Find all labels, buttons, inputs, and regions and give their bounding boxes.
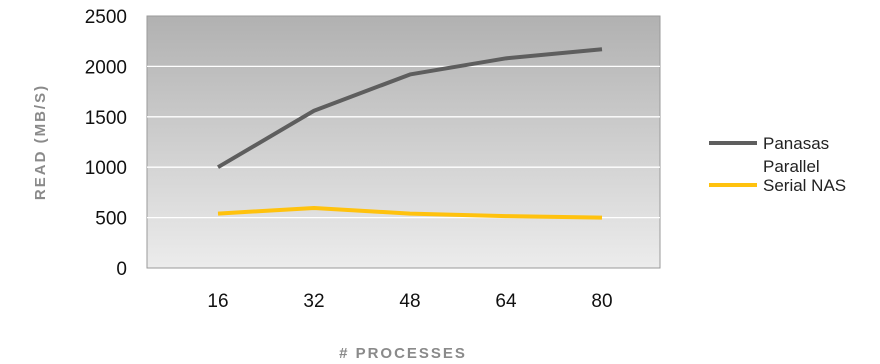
- legend: Panasas Parallel Serial NAS: [709, 134, 846, 195]
- plot-area: [146, 15, 661, 269]
- legend-label-panasas-line1: Panasas: [763, 134, 829, 153]
- y-tick-label: 2000: [85, 57, 127, 78]
- y-tick-label: 500: [95, 209, 127, 230]
- series-line-1: [217, 206, 603, 220]
- x-tick-label: 64: [495, 291, 517, 312]
- y-tick-label: 0: [116, 259, 127, 280]
- series-line-0: [216, 47, 603, 169]
- legend-item-serial-nas: Serial NAS: [709, 176, 846, 195]
- x-tick-label: 16: [207, 291, 228, 312]
- series-lines: [216, 47, 603, 220]
- x-tick-label: 48: [399, 291, 420, 312]
- x-tick-label: 32: [303, 291, 324, 312]
- x-tick-labels: 16 32 48 64 80: [207, 291, 612, 312]
- legend-item-panasas-parallel: Panasas Parallel: [709, 134, 829, 176]
- y-tick-label: 1500: [85, 108, 127, 129]
- y-tick-label: 2500: [85, 7, 127, 28]
- y-axis-title: READ (MB/S): [32, 84, 49, 200]
- x-axis-title: # PROCESSES: [339, 345, 467, 362]
- y-tick-label: 1000: [85, 158, 127, 179]
- legend-label-panasas-line2: Parallel: [763, 157, 820, 176]
- y-tick-labels: 0 500 1000 1500 2000 2500: [85, 7, 127, 280]
- x-tick-label: 80: [591, 291, 612, 312]
- legend-label-serial-nas: Serial NAS: [763, 176, 846, 195]
